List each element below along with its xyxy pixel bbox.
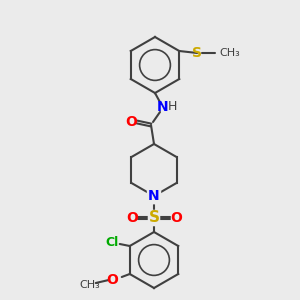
Text: S: S	[192, 46, 202, 60]
Text: S: S	[148, 211, 160, 226]
Text: O: O	[170, 211, 182, 225]
Text: O: O	[126, 211, 138, 225]
Text: CH₃: CH₃	[80, 280, 100, 290]
Text: N: N	[148, 189, 160, 203]
Text: O: O	[125, 115, 137, 129]
Text: O: O	[106, 273, 118, 287]
Text: N: N	[157, 100, 169, 114]
Text: CH₃: CH₃	[219, 48, 240, 58]
Text: H: H	[167, 100, 177, 113]
Text: Cl: Cl	[105, 236, 119, 248]
